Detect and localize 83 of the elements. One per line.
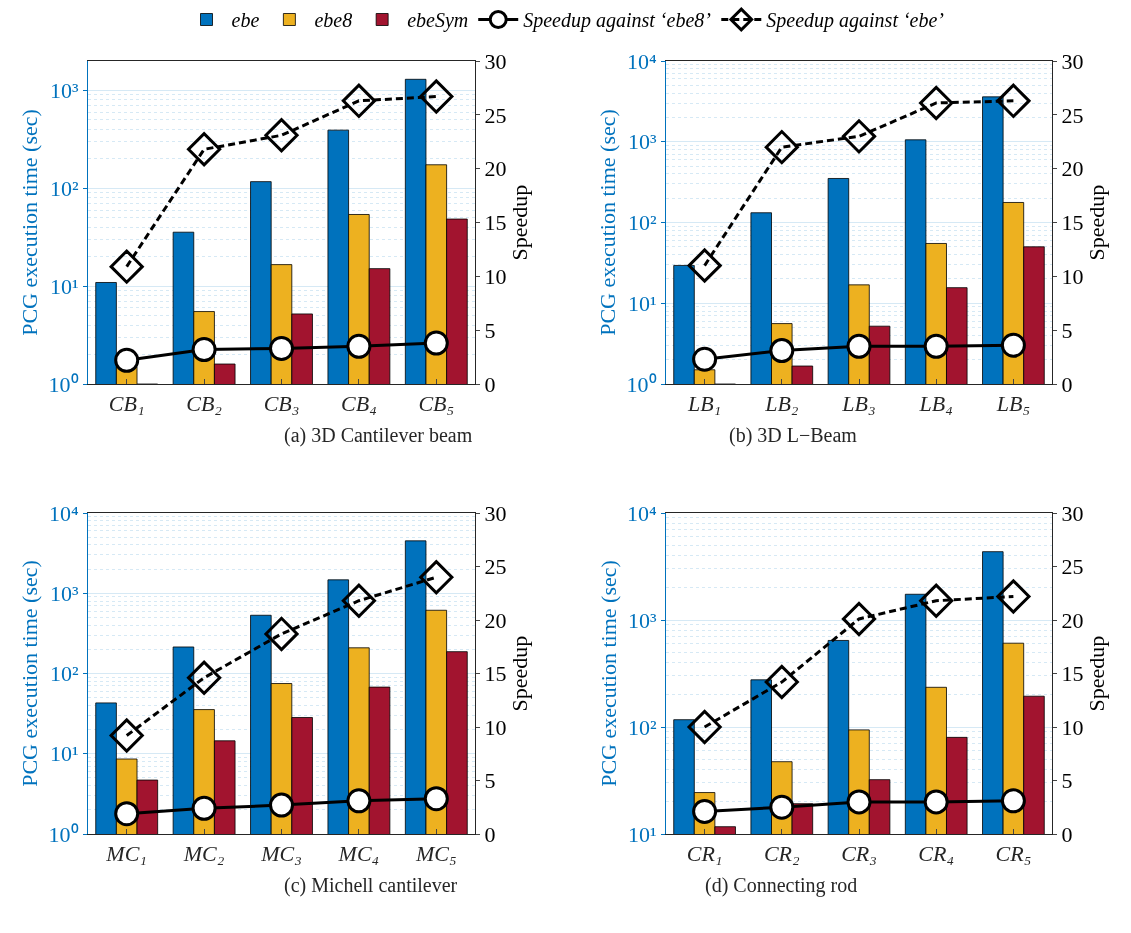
- y-tick-label: 10³: [627, 607, 657, 633]
- x-tick-label: LB₂: [764, 391, 799, 417]
- y2-tick-label: 25: [484, 102, 507, 128]
- y-tick-label: 10³: [49, 78, 79, 104]
- y-tick-label: 10¹: [627, 821, 657, 847]
- y2-tick-label: 15: [1061, 661, 1084, 687]
- y-tick-label: 10¹: [49, 741, 79, 767]
- x-tick-label: LB₃: [841, 391, 876, 417]
- y-tick-label: 10¹: [49, 273, 79, 299]
- y-axis-title: PCG execution time (sec): [595, 109, 621, 336]
- y2-tick-label: 25: [1061, 554, 1084, 580]
- y-axis-title: PCG execution time (sec): [17, 109, 43, 336]
- y2-tick-label: 5: [484, 768, 496, 794]
- x-tick-label: CB₁: [108, 391, 145, 417]
- x-tick-label: CR₅: [995, 841, 1032, 867]
- y-tick-label: 10⁰: [626, 371, 657, 397]
- y2-tick-label: 10: [484, 714, 507, 740]
- legend-label: ebe8: [314, 9, 353, 32]
- y-axis-title: PCG execution time (sec): [17, 560, 43, 787]
- y2-tick-label: 30: [484, 48, 507, 74]
- y2-tick-label: 25: [484, 554, 507, 580]
- x-tick-label: CB₄: [341, 391, 377, 417]
- y-tick-label: 10³: [627, 129, 657, 155]
- y2-tick-label: 0: [484, 821, 496, 847]
- y-tick-label: 10⁴: [626, 48, 657, 74]
- x-tick-label: CR₄: [918, 841, 955, 867]
- y-tick-label: 10²: [627, 210, 657, 236]
- y2-tick-label: 20: [1061, 607, 1084, 633]
- x-tick-label: MC₄: [337, 841, 380, 867]
- text: (d) Connecting rod: [705, 874, 858, 897]
- y2-tick-label: 30: [1061, 500, 1084, 526]
- y-tick-label: 10⁰: [48, 821, 79, 847]
- x-tick-label: CB₅: [418, 391, 455, 417]
- x-tick-label: LB₄: [918, 391, 953, 417]
- y-tick-label: 10²: [627, 714, 657, 740]
- y2-axis-title: Speedup: [507, 184, 533, 261]
- y2-tick-label: 5: [484, 317, 496, 343]
- y2-tick-label: 20: [1061, 156, 1084, 182]
- text: (a) 3D Cantilever beam: [284, 424, 473, 447]
- y-tick-label: 10⁴: [626, 500, 657, 526]
- x-tick-label: MC₁: [105, 841, 148, 867]
- x-tick-label: MC₂: [182, 841, 225, 867]
- text: (c) Michell cantilever: [284, 874, 458, 897]
- y2-tick-label: 0: [1061, 371, 1073, 397]
- y2-tick-label: 15: [1061, 210, 1084, 236]
- text: (b) 3D L−Beam: [729, 424, 858, 447]
- legend-label: Speedup against ‘ebe’: [766, 9, 945, 33]
- x-tick-label: CR₂: [763, 841, 801, 867]
- y2-tick-label: 5: [1061, 317, 1073, 343]
- x-tick-label: MC₅: [414, 841, 457, 867]
- y2-tick-label: 10: [1061, 714, 1084, 740]
- y2-axis-title: Speedup: [507, 635, 533, 712]
- y2-axis-title: Speedup: [1084, 184, 1110, 261]
- y2-tick-label: 10: [1061, 264, 1084, 290]
- x-tick-label: MC₃: [260, 841, 302, 867]
- y2-tick-label: 30: [484, 500, 507, 526]
- legend-label: ebeSym: [407, 9, 469, 33]
- legend-label: Speedup against ‘ebe8’: [523, 9, 712, 33]
- legend-label: ebe: [231, 9, 260, 32]
- y-tick-label: 10¹: [627, 290, 657, 316]
- y-tick-label: 10²: [49, 661, 79, 687]
- x-tick-label: CB₂: [186, 391, 223, 417]
- y2-tick-label: 5: [1061, 768, 1073, 794]
- x-tick-label: LB₅: [995, 391, 1031, 417]
- y2-tick-label: 20: [484, 156, 507, 182]
- x-tick-label: CB₃: [263, 391, 300, 417]
- y2-tick-label: 20: [484, 607, 507, 633]
- y2-tick-label: 0: [1061, 821, 1073, 847]
- y2-tick-label: 15: [484, 661, 507, 687]
- y2-tick-label: 30: [1061, 48, 1084, 74]
- y-tick-label: 10²: [49, 176, 79, 201]
- y-axis-title: PCG execution time (sec): [595, 560, 621, 787]
- y-tick-label: 10³: [49, 580, 79, 606]
- y2-tick-label: 10: [484, 264, 507, 290]
- y-tick-label: 10⁰: [48, 371, 79, 397]
- x-tick-label: CR₁: [686, 841, 723, 867]
- y2-tick-label: 15: [484, 210, 507, 236]
- x-tick-label: LB₁: [686, 391, 722, 417]
- x-tick-label: CR₃: [841, 841, 877, 867]
- y2-axis-title: Speedup: [1084, 635, 1110, 712]
- y2-tick-label: 0: [484, 371, 496, 397]
- y-tick-label: 10⁴: [48, 500, 79, 526]
- y2-tick-label: 25: [1061, 102, 1084, 128]
